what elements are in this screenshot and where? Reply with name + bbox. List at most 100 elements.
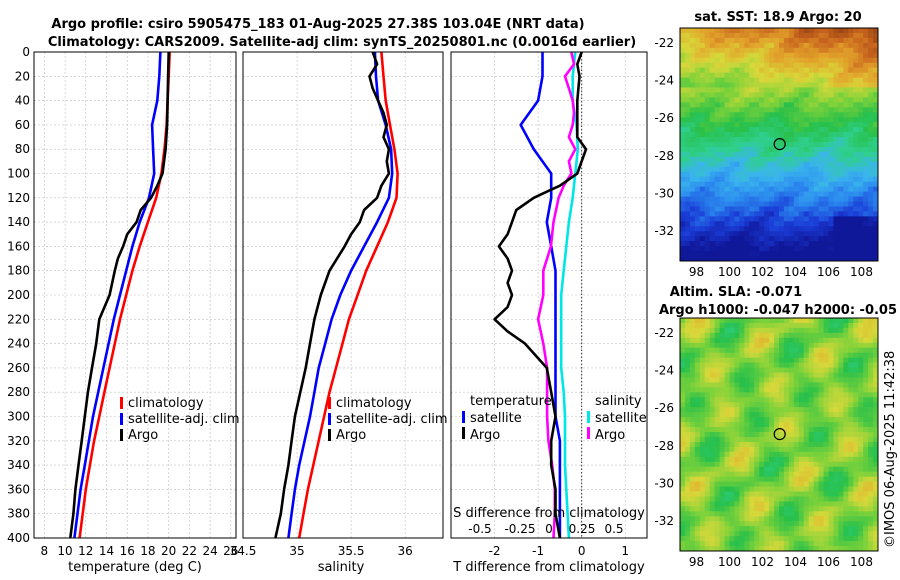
map-cell [788, 357, 795, 364]
map-cell [724, 521, 730, 527]
map-cell [793, 231, 800, 237]
map-cell [704, 137, 711, 143]
map-cell [793, 181, 800, 188]
map-cell [680, 486, 686, 492]
legend-satellite-swatch [120, 413, 123, 425]
map-cell [833, 536, 839, 542]
map-cell [729, 226, 735, 232]
map-cell [798, 506, 805, 512]
map-cell [798, 456, 805, 463]
map-cell [714, 466, 720, 473]
map-cell [818, 216, 824, 222]
map-cell [699, 446, 706, 453]
map-cell [863, 491, 869, 497]
map-cell [808, 541, 815, 547]
map-cell [838, 541, 844, 547]
map-cell [793, 221, 800, 227]
map-cell [813, 122, 819, 128]
map-cell [769, 541, 775, 547]
map-cell [853, 236, 859, 242]
map-cell [818, 236, 824, 242]
map-cell [759, 511, 765, 517]
map-cell [788, 501, 795, 507]
map-cell [828, 142, 834, 148]
lon-tick-label: 106 [817, 265, 840, 279]
map-cell [729, 337, 735, 344]
map-cell [774, 42, 780, 49]
map-cell [694, 241, 701, 247]
map-cell [694, 466, 701, 473]
map-cell [858, 92, 864, 98]
map-cell [689, 151, 696, 158]
map-cell [823, 541, 829, 547]
map-cell [749, 146, 755, 153]
map-cell [843, 102, 849, 108]
map-cell [793, 427, 800, 433]
map-cell [793, 318, 800, 324]
map-cell [699, 62, 706, 69]
map-cell [798, 72, 805, 78]
map-cell [724, 176, 730, 183]
map-cell [744, 471, 750, 478]
map-cell [863, 352, 869, 359]
map-cell [798, 337, 805, 344]
map-cell [744, 216, 750, 222]
map-cell [719, 191, 725, 197]
map-cell [729, 132, 735, 138]
map-cell [838, 97, 844, 103]
map-cell [764, 72, 770, 78]
map-cell [793, 471, 800, 478]
map-cell [828, 342, 834, 349]
map-cell [823, 32, 829, 39]
map-cell [828, 516, 834, 522]
map-cell [838, 206, 844, 212]
map-cell [863, 357, 869, 364]
map-cell [680, 201, 686, 207]
map-cell [828, 367, 834, 373]
map-cell [868, 92, 874, 98]
map-cell [863, 441, 869, 448]
map-cell [833, 221, 839, 227]
map-cell [694, 451, 701, 458]
map-cell [788, 72, 795, 78]
map-cell [689, 466, 696, 473]
map-cell [734, 367, 740, 373]
map-cell [714, 318, 720, 324]
map-cell [813, 251, 819, 257]
map-cell [759, 92, 765, 98]
map-cell [803, 201, 810, 207]
map-cell [873, 521, 879, 527]
map-cell [759, 161, 765, 168]
map-cell [680, 521, 686, 527]
map-cell [873, 231, 879, 237]
map-cell [719, 446, 725, 453]
map-cell [803, 37, 810, 44]
map-cell [853, 102, 859, 108]
map-cell [783, 446, 790, 453]
map-cell [744, 422, 750, 428]
map-cell [843, 211, 849, 217]
map-cell [719, 156, 725, 163]
map-cell [714, 436, 720, 443]
map-cell [699, 156, 706, 163]
map-cell [868, 526, 874, 532]
map-cell [694, 392, 701, 398]
map-cell [689, 127, 696, 133]
map-cell [779, 372, 785, 378]
map-cell [793, 531, 800, 537]
map-cell [739, 347, 745, 354]
map-cell [793, 481, 800, 487]
map-cell [823, 62, 829, 69]
map-cell [719, 166, 725, 173]
map-cell [724, 436, 730, 443]
map-cell [853, 486, 859, 492]
map-cell [873, 241, 879, 247]
map-cell [694, 107, 701, 113]
map-cell [739, 511, 745, 517]
map-cell [779, 337, 785, 344]
map-cell [788, 32, 795, 39]
map-cell [729, 142, 735, 148]
map-cell [843, 372, 849, 378]
map-cell [803, 511, 810, 517]
map-cell [719, 511, 725, 517]
